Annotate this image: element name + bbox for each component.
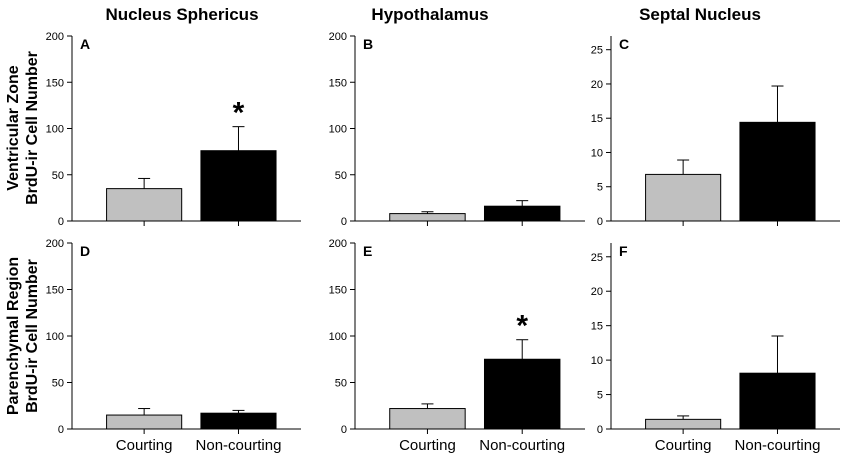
y-axis-label-row1-line0: Parenchymal Region (5, 257, 22, 415)
y-tick-label-A-100: 100 (46, 124, 64, 136)
panel-letter-D: D (80, 243, 90, 259)
panel-letter-B: B (363, 36, 373, 52)
y-axis-label-row0-line1: BrdU-ir Cell Number (24, 51, 41, 205)
y-tick-label-C-25: 25 (591, 45, 603, 57)
x-tick-label-D-courting: Courting (116, 437, 173, 454)
bar-F-non-courting (739, 372, 816, 430)
bar-D-courting (106, 414, 183, 430)
x-tick-label-E-courting: Courting (399, 437, 456, 454)
panel-letter-F: F (619, 243, 628, 259)
y-tick-label-F-0: 0 (597, 424, 603, 436)
y-axis-label-row1-line1: BrdU-ir Cell Number (24, 259, 41, 413)
y-tick-label-E-150: 150 (329, 285, 347, 297)
y-tick-label-E-50: 50 (335, 378, 347, 390)
y-tick-label-B-200: 200 (329, 31, 347, 43)
bar-C-non-courting (739, 121, 816, 222)
panel-letter-E: E (363, 243, 372, 259)
y-tick-label-A-150: 150 (46, 77, 64, 89)
x-tick-label-D-non-courting: Non-courting (196, 437, 282, 454)
y-tick-label-B-50: 50 (335, 170, 347, 182)
bar-B-courting (389, 213, 466, 222)
y-tick-label-A-200: 200 (46, 31, 64, 43)
y-tick-label-F-5: 5 (597, 390, 603, 402)
bar-E-non-courting (483, 358, 561, 430)
y-tick-label-B-100: 100 (329, 124, 347, 136)
panel-letter-A: A (80, 36, 90, 52)
y-tick-label-D-200: 200 (46, 238, 64, 250)
column-title-1: Hypothalamus (371, 5, 488, 24)
bar-F-courting (645, 418, 722, 430)
y-tick-label-B-0: 0 (341, 216, 347, 228)
y-tick-label-C-20: 20 (591, 79, 603, 91)
bar-C-courting (645, 173, 722, 222)
y-tick-label-D-150: 150 (46, 285, 64, 297)
bar-A-courting (106, 188, 183, 222)
x-tick-label-E-non-courting: Non-courting (479, 437, 565, 454)
y-tick-label-C-15: 15 (591, 113, 603, 125)
y-tick-label-F-15: 15 (591, 321, 603, 333)
y-tick-label-D-100: 100 (46, 331, 64, 343)
y-tick-label-E-100: 100 (329, 331, 347, 343)
y-tick-label-F-20: 20 (591, 286, 603, 298)
significance-marker-E: * (516, 310, 528, 343)
x-tick-label-F-non-courting: Non-courting (735, 437, 821, 454)
y-tick-label-A-0: 0 (58, 216, 64, 228)
y-tick-label-F-10: 10 (591, 355, 603, 367)
significance-marker-A: * (233, 97, 245, 130)
y-tick-label-E-0: 0 (341, 424, 347, 436)
y-tick-label-F-25: 25 (591, 252, 603, 264)
bar-B-non-courting (483, 205, 561, 222)
y-tick-label-D-50: 50 (52, 378, 64, 390)
bar-D-non-courting (200, 412, 277, 430)
y-tick-label-D-0: 0 (58, 424, 64, 436)
column-title-0: Nucleus Sphericus (105, 5, 258, 24)
x-tick-label-F-courting: Courting (655, 437, 712, 454)
bar-E-courting (389, 408, 466, 430)
panel-letter-C: C (619, 36, 629, 52)
y-tick-label-C-5: 5 (597, 182, 603, 194)
y-axis-label-row0-line0: Ventricular Zone (5, 65, 22, 190)
bar-A-non-courting (200, 150, 277, 222)
y-tick-label-B-150: 150 (329, 77, 347, 89)
y-tick-label-E-200: 200 (329, 238, 347, 250)
column-title-2: Septal Nucleus (639, 5, 761, 24)
y-tick-label-C-0: 0 (597, 216, 603, 228)
y-tick-label-A-50: 50 (52, 170, 64, 182)
y-tick-label-C-10: 10 (591, 147, 603, 159)
